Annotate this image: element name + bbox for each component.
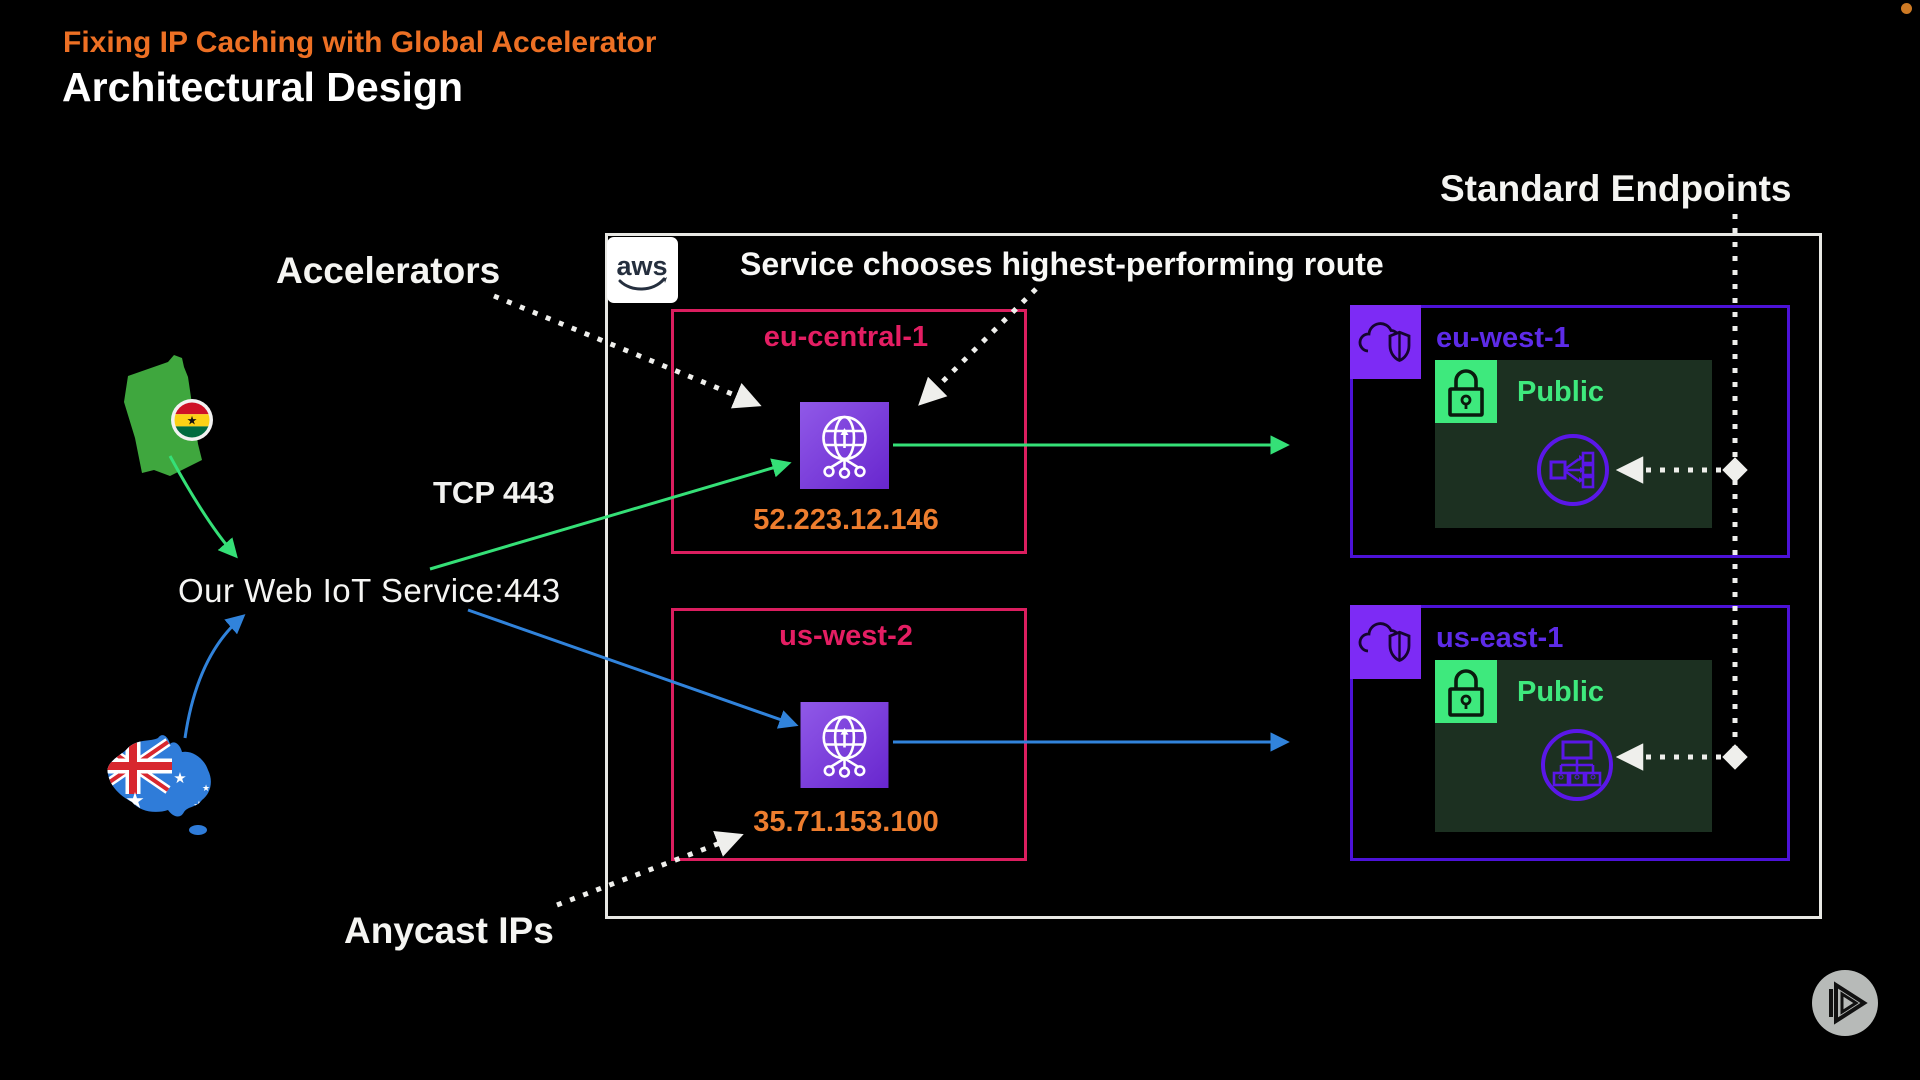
aws-logo-icon: aws <box>616 251 668 291</box>
region-box-eu-central-1 <box>671 309 1027 554</box>
lock-icon <box>1435 360 1497 423</box>
svg-text:★: ★ <box>187 414 198 428</box>
application-load-balancer-icon <box>1535 432 1611 508</box>
accelerators-label: Accelerators <box>276 250 501 291</box>
anycast-ips-label: Anycast IPs <box>344 910 554 951</box>
arrow-australia-to-service <box>183 614 246 739</box>
region-box-us-west-2 <box>671 608 1027 861</box>
vpc-cloud-shield-icon <box>1350 305 1421 379</box>
anycast-ip-us-west-2: 35.71.153.100 <box>753 806 939 838</box>
service-route-label: Service chooses highest-performing route <box>740 246 1384 282</box>
ghana-map-flag-icon: ★ <box>118 352 214 482</box>
pluralsight-player-button[interactable] <box>1812 970 1878 1036</box>
subnet-label-eu-west-1: Public <box>1517 376 1605 408</box>
svg-text:★: ★ <box>202 784 210 794</box>
region-title-eu-west-1: eu-west-1 <box>1436 322 1570 354</box>
australia-map-flag-icon: ★ ★ ★ ★ ★ <box>96 730 238 838</box>
vpc-cloud-shield-icon <box>1350 605 1421 679</box>
svg-text:★: ★ <box>209 769 221 784</box>
region-box-eu-west-1 <box>1350 305 1790 558</box>
lock-icon <box>1435 660 1497 723</box>
classic-load-balancer-icon <box>1539 727 1615 803</box>
recording-indicator-dot <box>1901 3 1912 14</box>
region-title-us-east-1: us-east-1 <box>1436 622 1564 654</box>
subnet-label-us-east-1: Public <box>1517 676 1605 708</box>
svg-text:★: ★ <box>193 799 205 814</box>
svg-text:★: ★ <box>173 769 186 787</box>
aws-logo: aws <box>607 237 678 303</box>
tcp-port-label: TCP 443 <box>433 475 555 510</box>
svg-text:aws: aws <box>616 251 667 281</box>
global-accelerator-icon <box>800 402 889 489</box>
slide-title: Fixing IP Caching with Global Accelerato… <box>63 26 657 59</box>
global-accelerator-icon <box>800 702 889 788</box>
iot-service-label: Our Web IoT Service:443 <box>178 572 561 609</box>
standard-endpoints-label: Standard Endpoints <box>1440 168 1792 209</box>
region-box-us-east-1 <box>1350 605 1790 861</box>
pluralsight-logo-icon <box>1829 981 1868 1025</box>
anycast-ip-eu-central-1: 52.223.12.146 <box>753 504 939 536</box>
aws-cloud-container <box>605 233 1822 919</box>
slide-subtitle: Architectural Design <box>62 64 463 110</box>
region-title-eu-central-1: eu-central-1 <box>763 321 929 353</box>
svg-text:★: ★ <box>125 789 145 814</box>
region-title-us-west-2: us-west-2 <box>779 620 913 652</box>
